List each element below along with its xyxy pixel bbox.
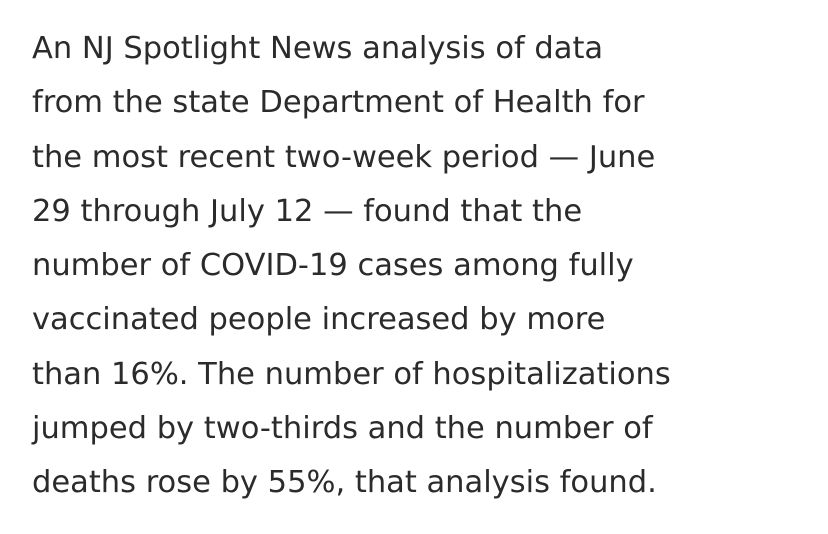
paragraph-line: An NJ Spotlight News analysis of data — [32, 31, 604, 66]
paragraph-line: than 16%. The number of hospitalizations — [32, 356, 671, 392]
paragraph-line: the most recent two-week period — June — [32, 139, 656, 175]
paragraph-line: jumped by two-thirds and the number of — [32, 411, 653, 447]
article-paragraph: An NJ Spotlight News analysis of data fr… — [32, 22, 822, 511]
paragraph-line: number of COVID-19 cases among fully — [32, 248, 634, 284]
paragraph-line: vaccinated people increased by more — [32, 302, 606, 338]
paragraph-line: from the state Department of Health for — [32, 85, 645, 121]
paragraph-line: deaths rose by 55%, that analysis found. — [32, 465, 657, 501]
paragraph-line: 29 through July 12 — found that the — [32, 193, 583, 229]
